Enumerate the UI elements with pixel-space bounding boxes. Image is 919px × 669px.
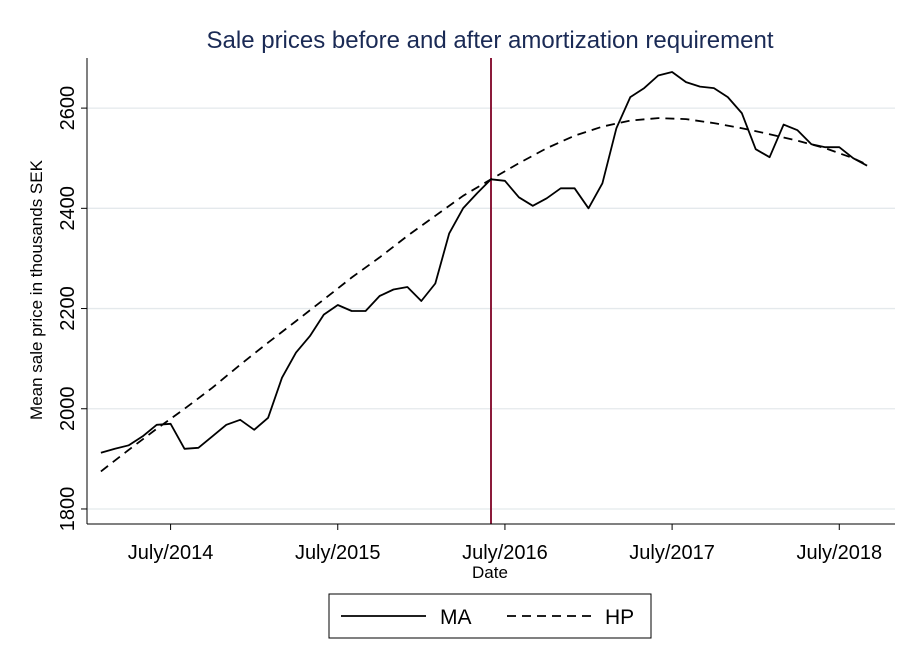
- y-tick-label: 2400: [57, 186, 79, 231]
- y-tick-label: 2200: [57, 286, 79, 331]
- legend-label-ma: MA: [440, 606, 472, 629]
- series-group: [100, 71, 868, 473]
- y-tick-label: 1800: [57, 487, 79, 532]
- legend-label-hp: HP: [605, 606, 634, 629]
- y-axis-label: Mean sale price in thousands SEK: [27, 159, 46, 420]
- x-tick-label: July/2015: [295, 542, 381, 564]
- series-line-hp: [100, 117, 868, 473]
- axes: 1800 2000 2200 2400 2600 July/2014 July/2015 Ju…: [57, 58, 895, 564]
- x-axis-label: Date: [472, 563, 508, 582]
- series-line-ma: [100, 71, 868, 454]
- x-tick-label: July/2016: [462, 542, 548, 564]
- y-tick-label: 2600: [57, 86, 79, 131]
- x-tick-label: July/2014: [128, 542, 214, 564]
- x-tick-label: July/2018: [796, 542, 882, 564]
- x-tick-label: July/2017: [629, 542, 715, 564]
- legend: MA HP: [328, 593, 652, 639]
- y-tick-label: 2000: [57, 387, 79, 432]
- chart-title: Sale prices before and after amortizatio…: [207, 27, 774, 54]
